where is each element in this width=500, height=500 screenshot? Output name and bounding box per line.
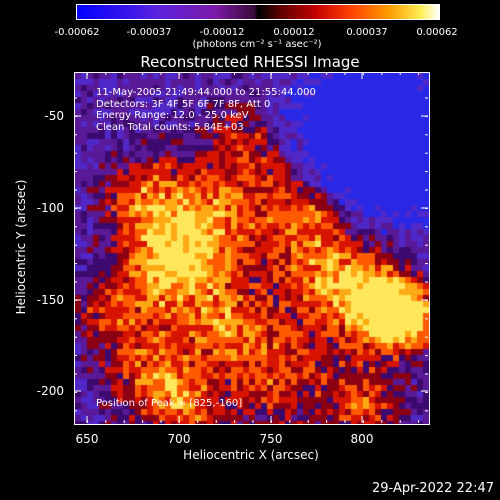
x-tick-label: 700 (167, 432, 191, 446)
detectors-label: Detectors: 3F 4F 5F 6F 7F 8F, Att 0 (96, 98, 271, 110)
x-tick-label: 650 (75, 432, 99, 446)
clean-counts-label: Clean Total counts: 5.84E+03 (96, 121, 244, 133)
colorbar-tick-label: 0.00012 (273, 27, 315, 38)
x-axis-label: Heliocentric X (arcsec) (183, 448, 319, 462)
x-tick-label: 800 (350, 432, 374, 446)
y-tick-label: -100 (36, 201, 64, 215)
plot-area: 11-May-2005 21:49:44.000 to 21:55:44.000… (74, 72, 430, 425)
colorbar-tick-label: 0.00062 (416, 27, 458, 38)
chart-title: Reconstructed RHESSI Image (140, 53, 360, 71)
peak-position-label: Position of Peak = [825,-160] (96, 398, 243, 409)
render-timestamp: 29-Apr-2022 22:47 (372, 481, 494, 496)
observation-info: 11-May-2005 21:49:44.000 to 21:55:44.000… (96, 87, 316, 133)
y-tick-label: -150 (36, 293, 64, 307)
colorbar-tick-label: -0.00037 (126, 27, 172, 38)
energy-range-label: Energy Range: 12.0 - 25.0 keV (96, 110, 249, 121)
colorbar (76, 4, 440, 20)
colorbar-tick-label: 0.00037 (346, 27, 388, 38)
y-tick-label: -50 (44, 109, 64, 123)
heatmap-image (75, 73, 429, 424)
y-tick-label: -200 (36, 384, 64, 398)
colorbar-units: (photons cm⁻² s⁻¹ asec⁻²) (192, 39, 322, 50)
colorbar-tick-label: -0.00062 (54, 27, 100, 38)
x-tick-label: 750 (259, 432, 283, 446)
y-axis-label: Heliocentric Y (arcsec) (14, 179, 28, 315)
time-range-label: 11-May-2005 21:49:44.000 to 21:55:44.000 (96, 87, 316, 98)
colorbar-tick-label: -0.00012 (199, 27, 245, 38)
